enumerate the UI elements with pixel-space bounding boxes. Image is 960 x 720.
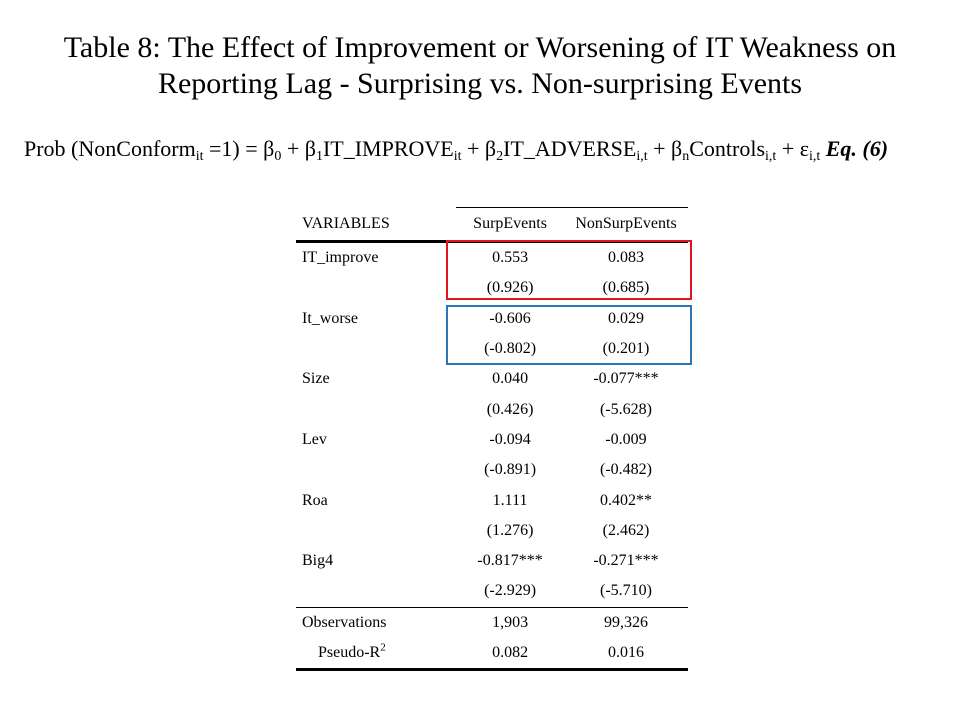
regression-results-table: VARIABLES SurpEvents NonSurpEvents IT_im… (296, 207, 688, 671)
row-label (296, 394, 456, 424)
title-line-1: Table 8: The Effect of Improvement or Wo… (63, 31, 897, 64)
cell-surp: (0.426) (486, 400, 534, 418)
eq-part-6: IT_ADVERSE (503, 136, 637, 161)
header-variables: VARIABLES (302, 214, 390, 232)
table-row: (-2.929) (-5.710) (296, 576, 688, 607)
cell-nonsurp: 0.083 (608, 249, 644, 267)
eq-part-3: + β (281, 136, 316, 161)
cell-surp: (1.276) (486, 521, 534, 539)
header-nonsurp-events: NonSurpEvents (564, 207, 688, 242)
table-row: It_worse -0.606 0.029 (296, 304, 688, 334)
eq-part-9: + ε (776, 136, 809, 161)
observations-nonsurp: 99,326 (604, 613, 648, 631)
row-label: Lev (302, 430, 327, 448)
row-label (296, 273, 456, 303)
cell-surp: (-2.929) (484, 582, 537, 600)
cell-nonsurp: -0.009 (605, 430, 647, 448)
cell-nonsurp: (-5.628) (600, 400, 652, 418)
observations-label: Observations (302, 613, 387, 631)
cell-surp: 0.553 (492, 249, 529, 267)
table-row: (0.426) (-5.628) (296, 394, 688, 424)
table-row: Lev -0.094 -0.009 (296, 425, 688, 455)
table-row: Roa 1.111 0.402** (296, 485, 688, 515)
cell-surp: -0.817*** (477, 552, 543, 570)
pseudo-r2-nonsurp: 0.016 (608, 644, 644, 661)
title-line-2: Reporting Lag - Surprising vs. Non-surpr… (157, 67, 803, 100)
cell-nonsurp: (0.201) (602, 340, 650, 358)
eq-sub-1: it (195, 149, 204, 164)
row-label (296, 576, 456, 607)
eq-sub-5: 2 (496, 149, 504, 164)
cell-surp: 1.111 (492, 491, 528, 509)
row-label: Size (302, 370, 330, 388)
row-label (296, 334, 456, 364)
eq-part-1: Prob (NonConform (24, 136, 196, 161)
row-label (296, 455, 456, 485)
cell-nonsurp: (-5.710) (600, 582, 652, 600)
eq-sub-8: i,t (765, 149, 777, 164)
cell-nonsurp: 0.029 (608, 309, 644, 327)
pseudo-r2-sup: 2 (380, 641, 386, 654)
cell-surp: (0.926) (486, 279, 534, 297)
cell-nonsurp: (2.462) (602, 521, 650, 539)
row-label (296, 516, 456, 546)
cell-nonsurp: (-0.482) (600, 461, 652, 479)
cell-nonsurp: -0.271*** (593, 552, 659, 570)
table-header-row: VARIABLES SurpEvents NonSurpEvents (296, 207, 688, 242)
cell-surp: -0.094 (489, 430, 531, 448)
eq-sub-7: n (682, 149, 690, 164)
eq-part-4: IT_IMPROVE (322, 136, 454, 161)
cell-nonsurp: (0.685) (602, 279, 650, 297)
eq-part-8: Controls (689, 136, 766, 161)
table-row: Size 0.040 -0.077*** (296, 364, 688, 394)
eq-part-7: + β (647, 136, 683, 161)
eq-sub-2: 0 (274, 149, 282, 164)
observations-surp: 1,903 (492, 613, 529, 631)
slide-title: Table 8: The Effect of Improvement or Wo… (0, 30, 960, 102)
eq-sub-4: it (453, 149, 462, 164)
table-row: (0.926) (0.685) (296, 273, 688, 303)
observations-row: Observations 1,903 99,326 (296, 607, 688, 638)
eq-part-5: + β (461, 136, 497, 161)
row-label: IT_improve (302, 249, 379, 267)
pseudo-r2-surp: 0.082 (492, 644, 529, 661)
table-row: IT_improve 0.553 0.083 (296, 242, 688, 274)
equation-label: Eq. (6) (825, 136, 889, 161)
cell-surp: -0.606 (489, 309, 531, 327)
header-surp-events: SurpEvents (456, 207, 565, 242)
cell-surp: (-0.802) (484, 340, 537, 358)
eq-part-2: =1) = β (203, 136, 275, 161)
pseudo-r2-row: Pseudo-R2 0.082 0.016 (296, 638, 688, 670)
pseudo-r2-label: Pseudo-R2 (296, 638, 456, 670)
cell-surp: (-0.891) (484, 461, 537, 479)
pseudo-r2-text: Pseudo-R (318, 644, 381, 661)
model-equation: Prob (NonConformit =1) = β0 + β1IT_IMPRO… (24, 134, 888, 164)
table-row: (-0.802) (0.201) (296, 334, 688, 364)
row-label: Big4 (302, 552, 334, 570)
table-row: Big4 -0.817*** -0.271*** (296, 546, 688, 576)
cell-surp: 0.040 (492, 370, 529, 388)
eq-sub-3: 1 (315, 149, 323, 164)
cell-nonsurp: -0.077*** (593, 370, 659, 388)
row-label: It_worse (302, 309, 358, 327)
eq-sub-9: i,t (808, 149, 821, 164)
table-row: (-0.891) (-0.482) (296, 455, 688, 485)
row-label: Roa (302, 491, 328, 509)
eq-sub-6: i,t (636, 149, 648, 164)
table-row: (1.276) (2.462) (296, 516, 688, 546)
cell-nonsurp: 0.402** (600, 491, 652, 509)
